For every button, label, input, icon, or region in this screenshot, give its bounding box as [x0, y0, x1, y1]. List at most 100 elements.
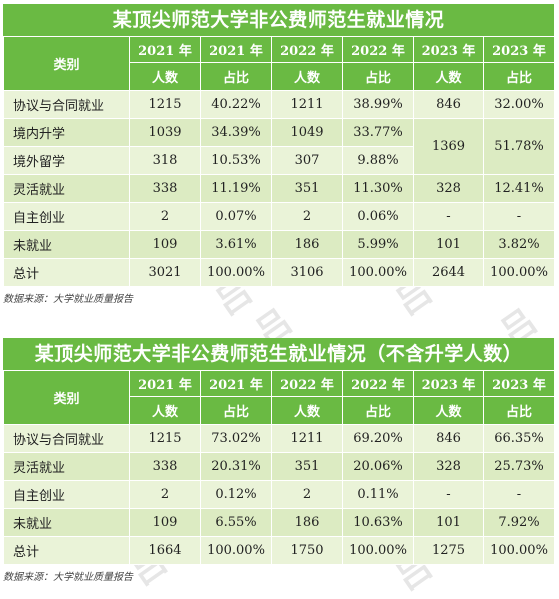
cell: 34.39%: [200, 118, 272, 147]
subheader-count: 人数: [129, 396, 201, 425]
cell: 12.41%: [483, 174, 555, 203]
category-header: 类别: [3, 370, 130, 425]
cell: 846: [413, 424, 484, 453]
table-row: 境外留学 318 10.53% 307 9.88%: [3, 146, 555, 175]
cell: 101: [413, 230, 484, 259]
row-label: 境内升学: [3, 118, 130, 147]
table1-title: 某顶尖师范大学非公费师范生就业情况: [3, 4, 554, 36]
year-header: 2022 年: [342, 370, 414, 397]
cell: 186: [271, 508, 343, 537]
year-header: 2022 年: [271, 36, 343, 63]
cell: 328: [413, 174, 484, 203]
cell: 69.20%: [342, 424, 414, 453]
merged-cell: 1369: [413, 118, 484, 175]
cell: 100.00%: [200, 536, 272, 565]
cell: 100.00%: [200, 258, 272, 287]
table2: 类别 2021 年 2021 年 2022 年 2022 年 2023 年 20…: [3, 370, 555, 565]
cell: 20.06%: [342, 452, 414, 481]
cell: 100.00%: [483, 258, 555, 287]
cell: 1211: [271, 424, 343, 453]
cell: 2644: [413, 258, 484, 287]
cell: 338: [129, 452, 201, 481]
cell: 1215: [129, 424, 201, 453]
table-row: 自主创业 2 0.12% 2 0.11% - -: [3, 480, 555, 509]
cell: 1215: [129, 90, 201, 119]
table2-title: 某顶尖师范大学非公费师范生就业情况（不含升学人数）: [3, 338, 554, 370]
cell: 351: [271, 174, 343, 203]
cell: -: [413, 480, 484, 509]
table1-block: 某顶尖师范大学非公费师范生就业情况 类别 2021 年 2021 年 2022 …: [3, 4, 555, 305]
subheader-share: 占比: [483, 62, 555, 91]
subheader-share: 占比: [200, 396, 272, 425]
table-row: 境内升学 1039 34.39% 1049 33.77% 1369 51.78%: [3, 118, 555, 175]
row-label: 自主创业: [3, 202, 130, 231]
table-row: 协议与合同就业 1215 40.22% 1211 38.99% 846 32.0…: [3, 90, 555, 119]
year-header: 2023 年: [413, 370, 484, 397]
year-header: 2021 年: [129, 36, 201, 63]
row-label: 自主创业: [3, 480, 130, 509]
cell: -: [413, 202, 484, 231]
cell: 0.06%: [342, 202, 414, 231]
cell: 1039: [129, 118, 201, 147]
table-row: 未就业 109 3.61% 186 5.99% 101 3.82%: [3, 230, 555, 259]
cell: 1750: [271, 536, 343, 565]
table-row-total: 总计 3021 100.00% 3106 100.00% 2644 100.00…: [3, 258, 555, 287]
subheader-share: 占比: [200, 62, 272, 91]
cell: 2: [271, 480, 343, 509]
year-header: 2022 年: [271, 370, 343, 397]
year-header: 2021 年: [200, 36, 272, 63]
cell: -: [483, 202, 555, 231]
cell: 9.88%: [342, 146, 414, 175]
row-label: 未就业: [3, 230, 130, 259]
table-row: 灵活就业 338 20.31% 351 20.06% 328 25.73%: [3, 452, 555, 481]
row-label: 协议与合同就业: [3, 90, 130, 119]
cell: 100.00%: [342, 536, 414, 565]
cell: 109: [129, 508, 201, 537]
source-note: 数据来源：大学就业质量报告: [3, 572, 133, 583]
cell: 101: [413, 508, 484, 537]
year-header: 2021 年: [200, 370, 272, 397]
year-header: 2023 年: [483, 36, 555, 63]
row-label: 灵活就业: [3, 452, 130, 481]
cell: 100.00%: [342, 258, 414, 287]
subheader-share: 占比: [483, 396, 555, 425]
row-label: 总计: [3, 258, 130, 287]
cell: 109: [129, 230, 201, 259]
table2-block: 某顶尖师范大学非公费师范生就业情况（不含升学人数） 类别 2021 年 2021…: [3, 338, 555, 583]
table-row-total: 总计 1664 100.00% 1750 100.00% 1275 100.00…: [3, 536, 555, 565]
cell: 73.02%: [200, 424, 272, 453]
source-note: 数据来源：大学就业质量报告: [3, 294, 133, 305]
subheader-count: 人数: [271, 62, 343, 91]
cell: 3021: [129, 258, 201, 287]
year-header: 2021 年: [129, 370, 201, 397]
cell: 0.11%: [342, 480, 414, 509]
cell: 66.35%: [483, 424, 555, 453]
cell: 338: [129, 174, 201, 203]
cell: 0.07%: [200, 202, 272, 231]
row-label: 未就业: [3, 508, 130, 537]
cell: -: [483, 480, 555, 509]
table-row: 灵活就业 338 11.19% 351 11.30% 328 12.41%: [3, 174, 555, 203]
cell: 1049: [271, 118, 343, 147]
cell: 5.99%: [342, 230, 414, 259]
subheader-share: 占比: [342, 62, 414, 91]
cell: 846: [413, 90, 484, 119]
cell: 11.19%: [200, 174, 272, 203]
cell: 0.12%: [200, 480, 272, 509]
row-label: 协议与合同就业: [3, 424, 130, 453]
cell: 33.77%: [342, 118, 414, 147]
cell: 186: [271, 230, 343, 259]
subheader-share: 占比: [342, 396, 414, 425]
year-header: 2022 年: [342, 36, 414, 63]
category-header: 类别: [3, 36, 130, 91]
cell: 351: [271, 452, 343, 481]
subheader-count: 人数: [413, 396, 484, 425]
cell: 1211: [271, 90, 343, 119]
subheader-count: 人数: [413, 62, 484, 91]
row-label: 灵活就业: [3, 174, 130, 203]
merged-cell: 51.78%: [483, 118, 555, 175]
table-row: 协议与合同就业 1215 73.02% 1211 69.20% 846 66.3…: [3, 424, 555, 453]
cell: 328: [413, 452, 484, 481]
subheader-count: 人数: [271, 396, 343, 425]
subheader-count: 人数: [129, 62, 201, 91]
